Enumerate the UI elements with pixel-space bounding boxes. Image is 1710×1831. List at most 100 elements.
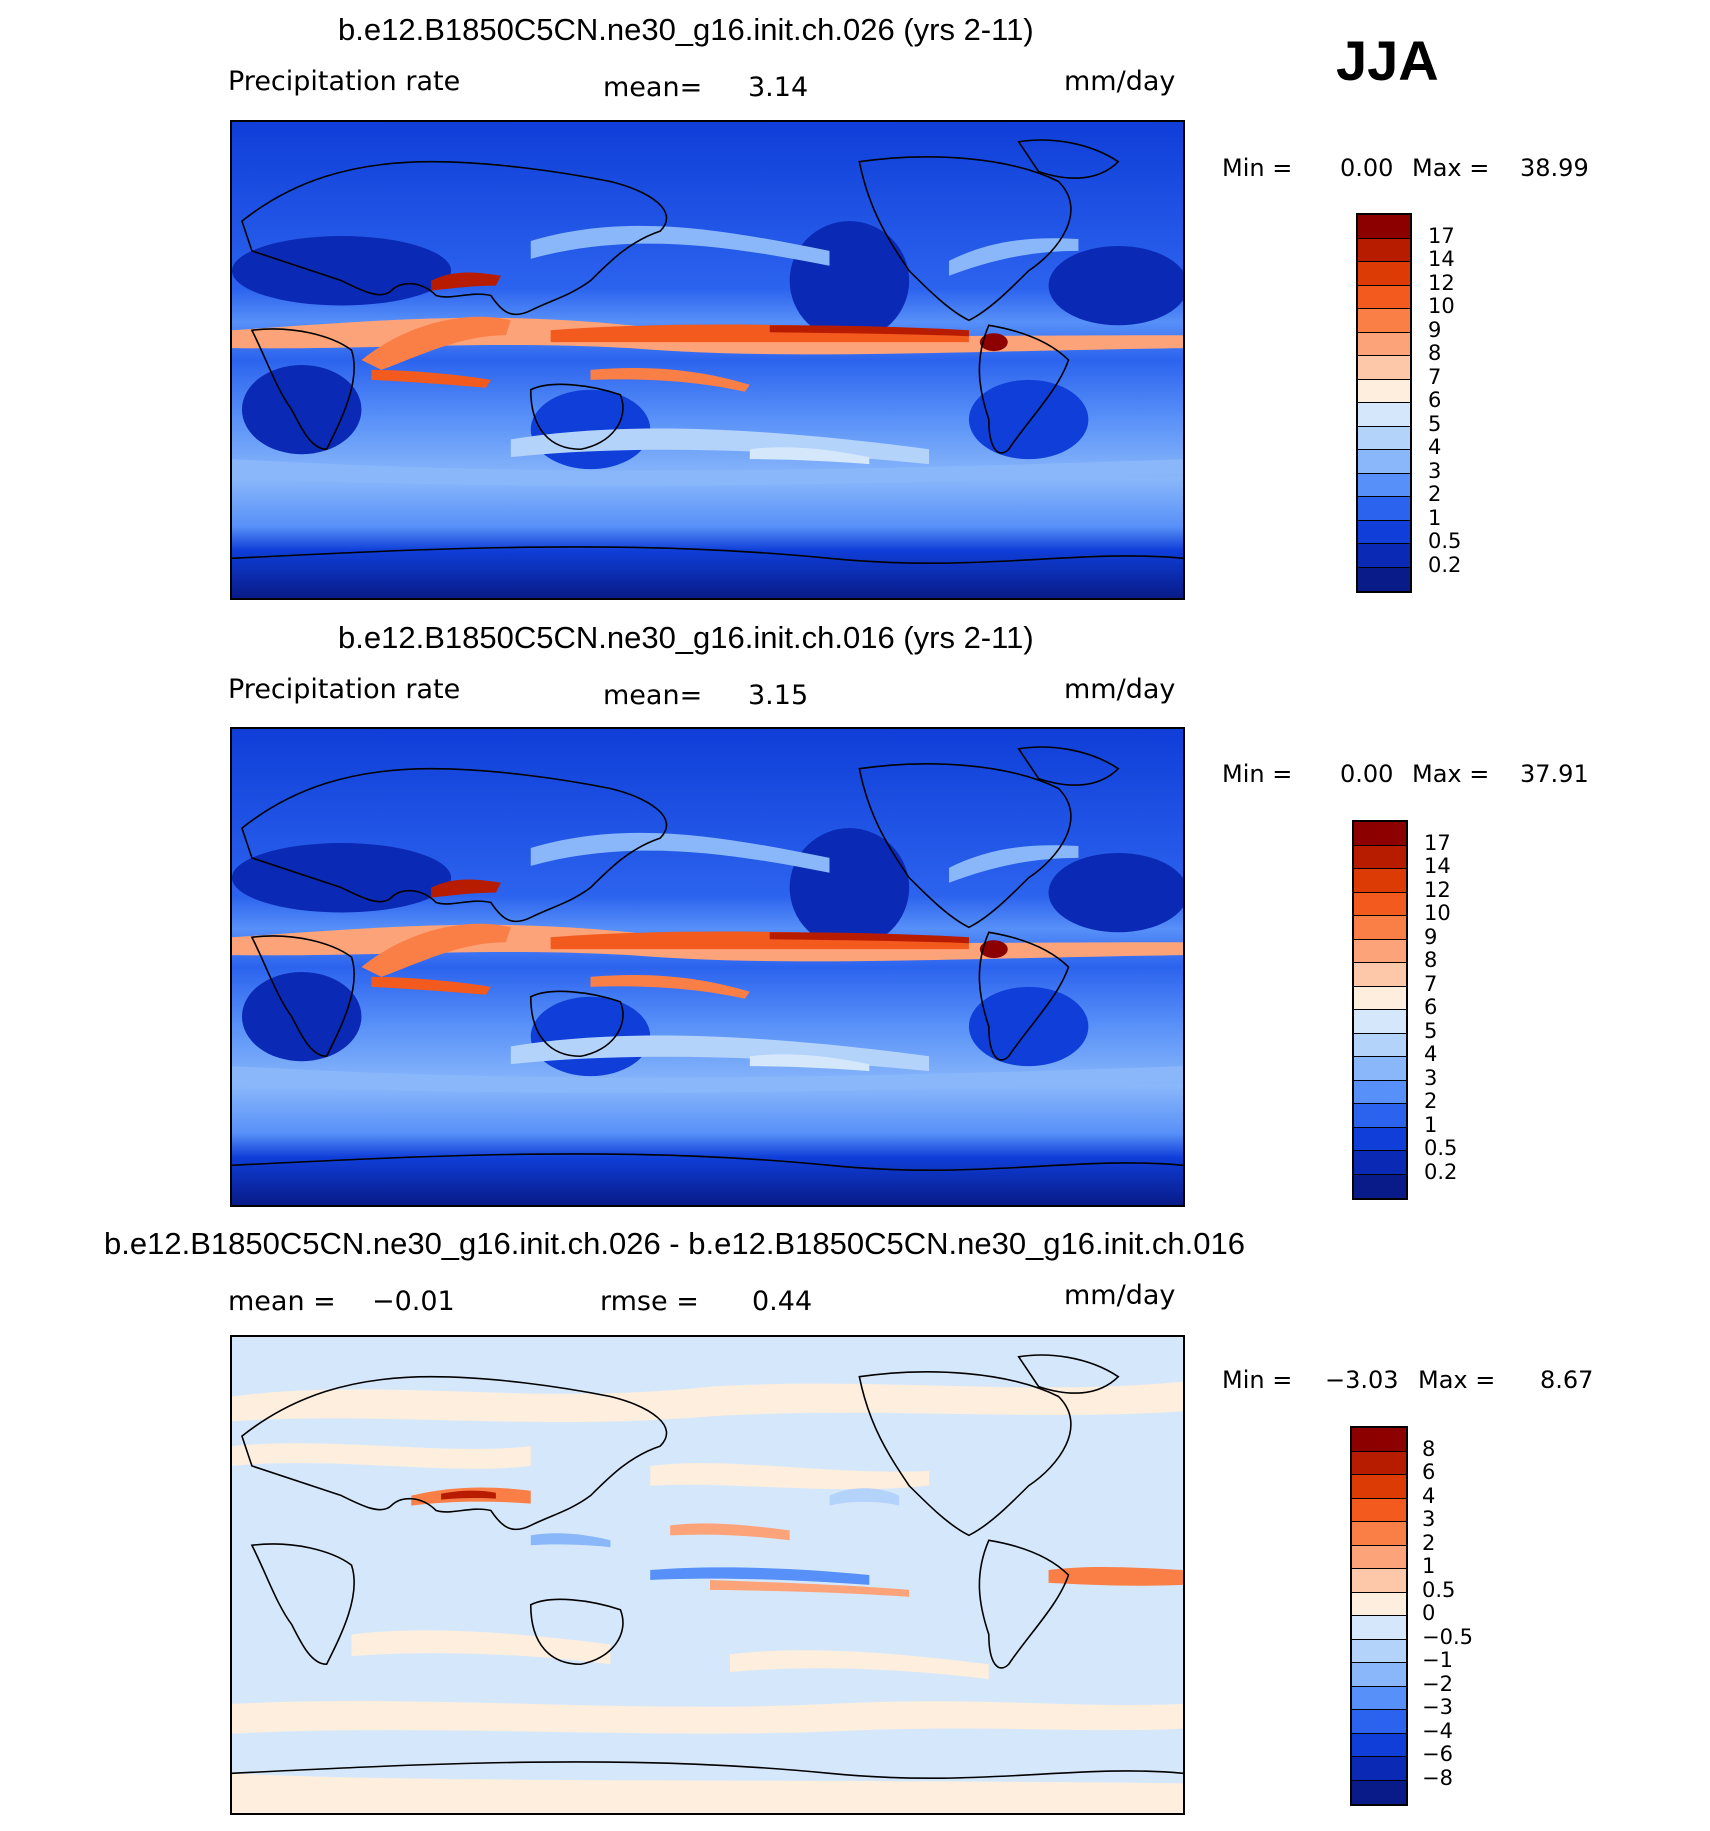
panel1-min-label: Min =	[1222, 154, 1293, 182]
colorbar-tick-label: 4	[1428, 435, 1442, 459]
colorbar-segment	[1358, 520, 1410, 544]
colorbar-segment	[1352, 1780, 1406, 1804]
panel2-colorbar	[1352, 820, 1408, 1200]
colorbar-tick-label: 8	[1422, 1436, 1436, 1461]
colorbar-segment	[1354, 869, 1406, 893]
colorbar-tick-label: −1	[1422, 1648, 1453, 1672]
colorbar-segment	[1358, 332, 1410, 356]
colorbar-segment	[1352, 1710, 1406, 1734]
colorbar-tick-label: 5	[1428, 411, 1442, 436]
colorbar-segment	[1358, 544, 1410, 568]
colorbar-segment	[1352, 1475, 1406, 1499]
colorbar-tick-label: 10	[1428, 294, 1455, 318]
panel2-units: mm/day	[1064, 674, 1176, 705]
colorbar-segment	[1354, 892, 1406, 916]
colorbar-tick-label: 9	[1428, 317, 1442, 342]
colorbar-tick-label: 17	[1424, 830, 1451, 855]
colorbar-tick-label: 2	[1424, 1089, 1438, 1113]
colorbar-segment	[1352, 1522, 1406, 1546]
panel2-title: b.e12.B1850C5CN.ne30_g16.init.ch.016 (yr…	[338, 620, 1034, 655]
panel1-units: mm/day	[1064, 66, 1176, 97]
panel1-colorbar	[1356, 213, 1412, 593]
colorbar-tick-label: 0.5	[1422, 1577, 1456, 1602]
colorbar-segment	[1358, 497, 1410, 521]
panel1-variable-label: Precipitation rate	[228, 66, 461, 97]
colorbar-tick-label: 17	[1428, 223, 1455, 248]
panel3-max-label: Max =	[1418, 1366, 1496, 1394]
colorbar-segment	[1352, 1663, 1406, 1687]
colorbar-tick-label: 0.2	[1424, 1159, 1458, 1184]
panel1-title: b.e12.B1850C5CN.ne30_g16.init.ch.026 (yr…	[338, 12, 1034, 47]
panel2-min-label: Min =	[1222, 760, 1293, 788]
colorbar-segment	[1352, 1757, 1406, 1781]
colorbar-segment	[1358, 567, 1410, 591]
colorbar-tick-label: 6	[1428, 388, 1442, 412]
colorbar-segment	[1354, 1033, 1406, 1057]
panel3-rmse-label: rmse =	[600, 1286, 699, 1317]
colorbar-segment	[1352, 1451, 1406, 1475]
colorbar-segment	[1354, 1151, 1406, 1175]
panel1-map	[230, 120, 1185, 600]
colorbar-segment	[1358, 473, 1410, 497]
colorbar-segment	[1358, 379, 1410, 403]
panel3-title: b.e12.B1850C5CN.ne30_g16.init.ch.026 - b…	[104, 1226, 1245, 1261]
colorbar-segment	[1354, 822, 1406, 846]
panel1-max-label: Max =	[1412, 154, 1490, 182]
season-label: JJA	[1336, 29, 1439, 92]
colorbar-tick-label: −4	[1422, 1718, 1453, 1743]
colorbar-segment	[1354, 1174, 1406, 1198]
colorbar-segment	[1358, 450, 1410, 474]
colorbar-segment	[1352, 1569, 1406, 1593]
colorbar-segment	[1354, 939, 1406, 963]
colorbar-tick-label: −8	[1422, 1765, 1453, 1790]
colorbar-tick-label: 14	[1424, 854, 1451, 878]
panel3-mean-value: −0.01	[372, 1286, 455, 1317]
panel1-max-value: 38.99	[1520, 154, 1589, 182]
panel2-min-value: 0.00	[1340, 760, 1394, 788]
panel3-units: mm/day	[1064, 1280, 1176, 1311]
panel3-min-label: Min =	[1222, 1366, 1293, 1394]
colorbar-segment	[1352, 1616, 1406, 1640]
colorbar-tick-label: 10	[1424, 901, 1451, 925]
panel3-max-value: 8.67	[1540, 1366, 1594, 1394]
panel2-map-svg	[232, 729, 1183, 1205]
colorbar-segment	[1354, 1127, 1406, 1151]
colorbar-tick-label: 4	[1422, 1483, 1436, 1508]
panel3-map	[230, 1335, 1185, 1815]
colorbar-tick-label: 5	[1424, 1018, 1438, 1043]
colorbar-tick-label: 6	[1422, 1460, 1436, 1484]
colorbar-segment	[1354, 916, 1406, 940]
colorbar-tick-label: 0.5	[1428, 529, 1462, 553]
colorbar-tick-label: 0	[1422, 1601, 1436, 1625]
colorbar-tick-label: 0.2	[1428, 552, 1462, 577]
panel3-rmse-value: 0.44	[752, 1286, 813, 1317]
panel2-mean-label: mean=	[603, 680, 703, 711]
colorbar-tick-label: 2	[1422, 1530, 1436, 1555]
colorbar-tick-label: 1	[1424, 1112, 1438, 1137]
colorbar-segment	[1354, 1057, 1406, 1081]
colorbar-segment	[1358, 238, 1410, 262]
colorbar-tick-label: 8	[1428, 341, 1442, 365]
colorbar-tick-label: 2	[1428, 482, 1442, 506]
colorbar-segment	[1358, 215, 1410, 239]
panel3-mean-label: mean =	[228, 1286, 336, 1317]
colorbar-tick-label: 3	[1428, 458, 1442, 483]
panel2-map	[230, 727, 1185, 1207]
colorbar-segment	[1354, 1080, 1406, 1104]
colorbar-segment	[1358, 403, 1410, 427]
colorbar-tick-label: −6	[1422, 1742, 1453, 1766]
colorbar-tick-label: 1	[1428, 505, 1442, 530]
colorbar-tick-label: 14	[1428, 247, 1455, 271]
colorbar-segment	[1354, 845, 1406, 869]
colorbar-segment	[1358, 309, 1410, 333]
colorbar-tick-label: 3	[1422, 1507, 1436, 1531]
colorbar-segment	[1358, 262, 1410, 286]
colorbar-tick-label: 4	[1424, 1042, 1438, 1066]
panel1-map-svg	[232, 122, 1183, 598]
colorbar-segment	[1358, 426, 1410, 450]
panel3-colorbar	[1350, 1426, 1408, 1806]
colorbar-tick-label: 6	[1424, 995, 1438, 1019]
panel2-mean-value: 3.15	[748, 680, 809, 711]
colorbar-tick-label: 3	[1424, 1065, 1438, 1090]
panel3-min-value: −3.03	[1325, 1366, 1399, 1394]
